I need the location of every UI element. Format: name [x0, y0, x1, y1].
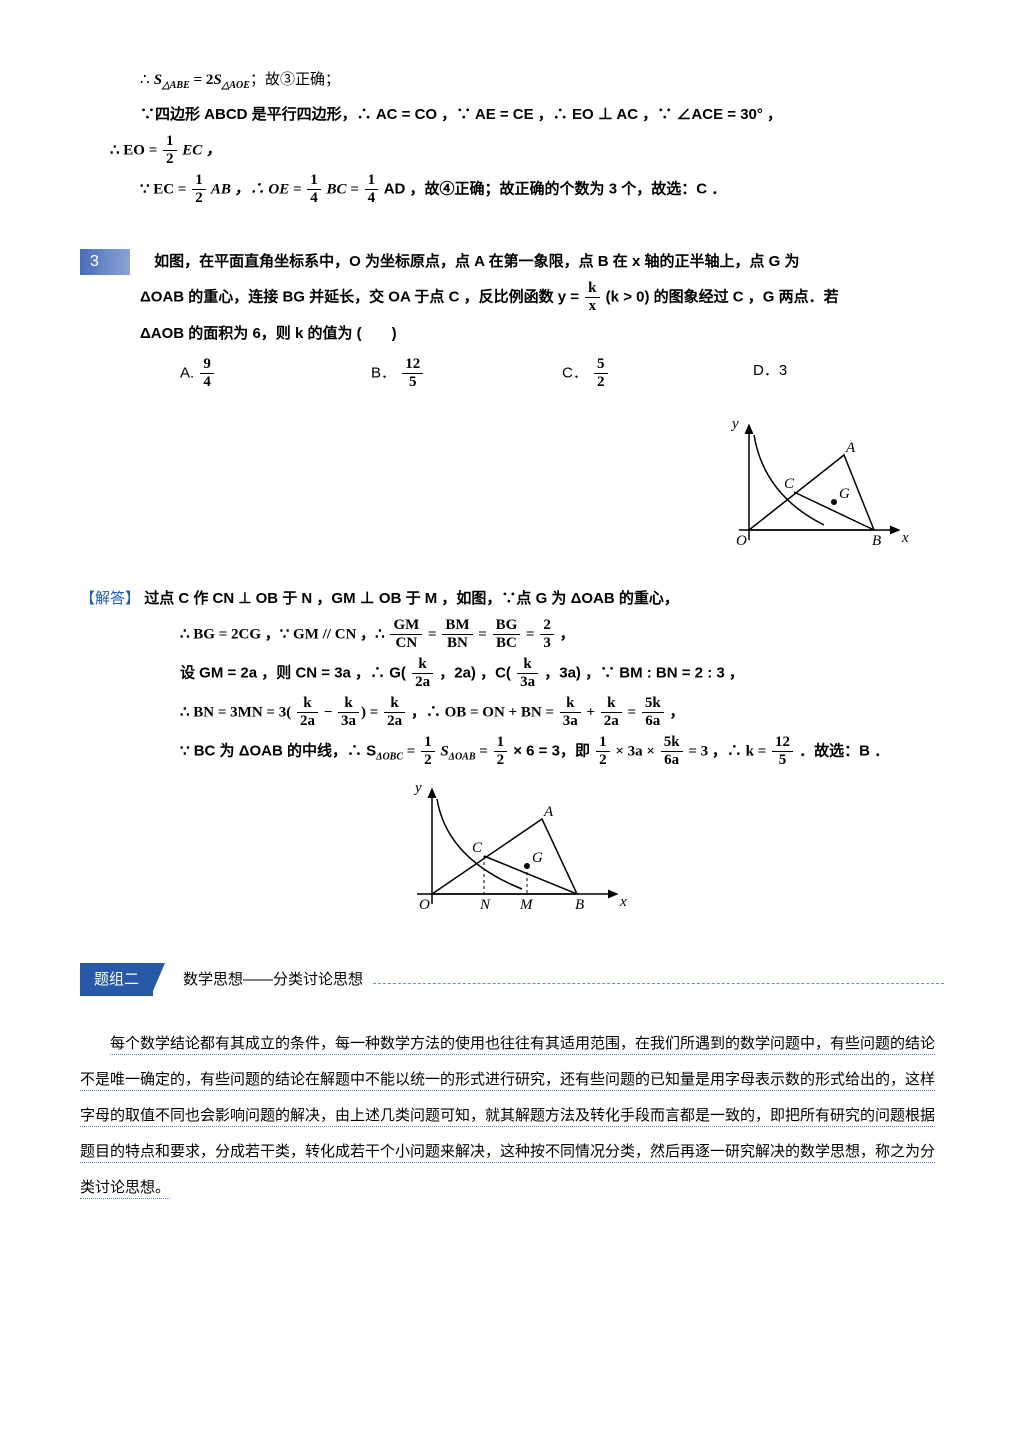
option-a: A. 94 [180, 357, 371, 390]
svg-text:x: x [901, 530, 909, 546]
section-tag: 题组二 [80, 963, 153, 996]
svg-text:A: A [845, 440, 856, 456]
section-dash [373, 976, 944, 984]
essay-paragraph: 每个数学结论都有其成立的条件，每一种数学方法的使用也往往有其适用范围，在我们所遇… [80, 1026, 944, 1206]
sol3-line3: 设 GM = 2a ，则 CN = 3a ，∴ G( k2a ，2a) ，C( … [80, 657, 944, 690]
sol3-line2: ∴ BG = 2CG ，∵ GM // CN ，∴ GMCN = BMBN = … [80, 618, 944, 651]
sol3-line1: 【解答】 过点 C 作 CN ⊥ OB 于 N ，GM ⊥ OB 于 M ，如图… [80, 585, 944, 612]
svg-text:B: B [872, 533, 881, 549]
answer-label: 【解答】 [80, 590, 140, 607]
option-c: C． 52 [562, 357, 753, 390]
svg-text:C: C [784, 476, 795, 492]
svg-text:A: A [543, 804, 554, 820]
q3-body1: 3 如图，在平面直角坐标系中，O 为坐标原点，点 A 在第一象限，点 B 在 x… [80, 248, 944, 275]
sol3-line5: ∵ BC 为 ΔOAB 的中线，∴ SΔOBC = 12 SΔOAB = 12 … [80, 735, 944, 768]
q3-options: A. 94 B． 125 C． 52 D．3 [80, 357, 944, 390]
option-b: B． 125 [371, 357, 562, 390]
svg-text:G: G [532, 850, 543, 866]
q3-body3: ΔAOB 的面积为 6，则 k 的值为 ( ) [80, 320, 944, 347]
svg-text:C: C [472, 840, 483, 856]
sol3-line4: ∴ BN = 3MN = 3( k2a − k3a) = k2a ，∴ OB =… [80, 696, 944, 729]
sol1-line1: ∴ S△ABE = 2S△AOE；故③正确； [80, 66, 944, 95]
section-2-header: 题组二 数学思想——分类讨论思想 [80, 963, 944, 996]
sol1-line2: ∵四边形 ABCD 是平行四边形，∴ AC = CO ，∵ AE = CE ，∴… [80, 101, 944, 128]
option-d: D．3 [753, 357, 944, 390]
svg-text:O: O [419, 897, 430, 913]
q3-figure: y x O A B C G [714, 410, 914, 569]
sol1-line3: ∴ EO = 12 EC ， [80, 134, 944, 167]
svg-text:O: O [736, 533, 747, 549]
sol1-line4: ∵ EC = 12 AB ，∴ OE = 14 BC = 14 AD ，故④正确… [80, 173, 944, 206]
section-title: 数学思想——分类讨论思想 [183, 966, 363, 993]
svg-text:y: y [413, 780, 422, 796]
svg-text:M: M [519, 897, 534, 913]
q3-body2: ΔOAB 的重心，连接 BG 并延长，交 OA 于点 C ，反比例函数 y = … [80, 281, 944, 314]
svg-text:y: y [730, 416, 739, 432]
svg-text:G: G [839, 486, 850, 502]
svg-text:B: B [575, 897, 584, 913]
question-number: 3 [80, 249, 130, 275]
svg-text:N: N [479, 897, 491, 913]
svg-text:x: x [619, 894, 627, 910]
sol3-figure: y x O A B C G N M [80, 774, 944, 933]
